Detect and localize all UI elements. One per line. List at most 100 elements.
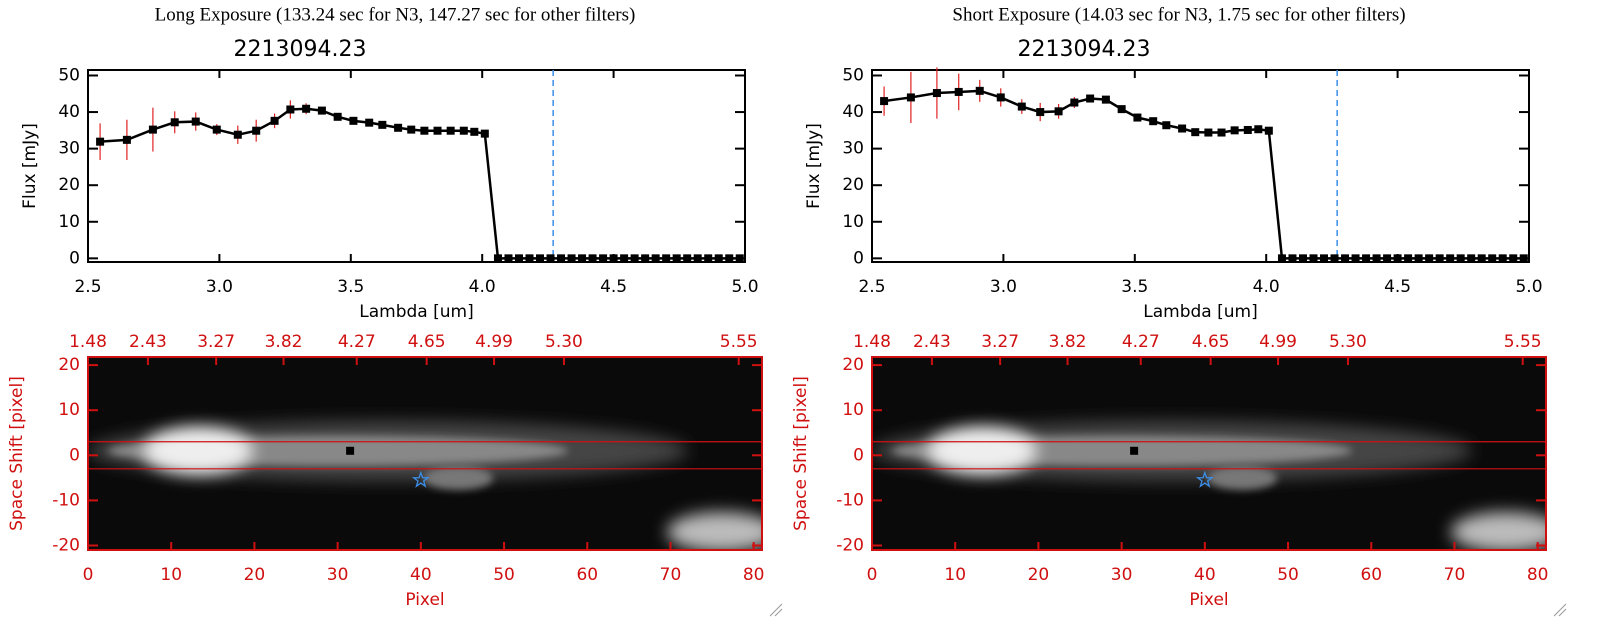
top-tick-label: 4.27 — [1122, 332, 1160, 352]
x-tick-label: 80 — [1527, 565, 1549, 585]
y-tick-label: -10 — [836, 490, 864, 510]
data-point — [1298, 254, 1307, 263]
data-point — [1404, 254, 1413, 263]
data-point — [1178, 124, 1187, 133]
data-point — [546, 254, 555, 263]
x-tick-label: 0 — [83, 565, 94, 585]
image-frame — [87, 356, 763, 551]
data-point — [212, 125, 221, 134]
data-point — [1519, 254, 1528, 263]
data-point — [1017, 102, 1026, 111]
data-point — [1393, 254, 1402, 263]
y-tick-label: 10 — [58, 212, 80, 232]
data-point — [599, 254, 608, 263]
image-area — [88, 357, 762, 550]
y-tick-label: 30 — [842, 139, 864, 159]
image-glow — [667, 511, 762, 550]
star-marker — [1195, 470, 1214, 488]
chart-title: 2213094.23 — [234, 37, 367, 62]
data-point — [735, 254, 744, 263]
image-glow — [143, 426, 253, 475]
image — [872, 357, 1546, 550]
data-point — [1477, 254, 1486, 263]
data-point — [906, 93, 915, 102]
x-tick-label: 4.5 — [600, 277, 627, 297]
x-tick-label: 30 — [1111, 565, 1133, 585]
y-tick-label: 10 — [842, 212, 864, 232]
data-point — [1162, 121, 1171, 130]
image-glow — [1207, 465, 1277, 490]
data-point — [693, 254, 702, 263]
x-tick-label: 70 — [1444, 565, 1466, 585]
x-tick-label: 20 — [244, 565, 266, 585]
data-point — [1509, 254, 1518, 263]
x-tick-label: 80 — [743, 565, 765, 585]
data-point — [714, 254, 723, 263]
data-point — [1117, 105, 1126, 114]
data-point — [433, 126, 442, 135]
data-point — [514, 254, 523, 263]
data-point — [394, 123, 403, 132]
y-tick-label: 0 — [69, 445, 80, 465]
data-point — [1330, 254, 1339, 263]
data-point — [1036, 108, 1045, 117]
data-point — [1498, 254, 1507, 263]
data-point — [1456, 254, 1465, 263]
data-point — [122, 135, 131, 144]
y-axis-label: Flux [mJy] — [804, 123, 824, 209]
data-point — [1243, 125, 1252, 134]
center-marker — [346, 446, 355, 455]
y-tick-label: 40 — [58, 102, 80, 122]
data-point — [1467, 254, 1476, 263]
data-point — [1277, 254, 1286, 263]
x-tick-label: 5.0 — [731, 277, 758, 297]
data-point — [1254, 125, 1263, 134]
y-tick-label: 10 — [58, 400, 80, 420]
data-point — [1435, 254, 1444, 263]
data-point — [704, 254, 713, 263]
data-point — [148, 125, 157, 134]
data-point — [1217, 128, 1226, 137]
data-point — [954, 87, 963, 96]
data-point — [333, 112, 342, 121]
x-tick-label: 3.0 — [990, 277, 1017, 297]
data-point — [1351, 254, 1360, 263]
top-tick-label: 4.65 — [1192, 332, 1230, 352]
data-point — [1425, 254, 1434, 263]
image-glow — [927, 426, 1037, 475]
top-tick-label: 2.43 — [129, 332, 167, 352]
data-point — [557, 254, 566, 263]
data-point — [1488, 254, 1497, 263]
x-axis-label: Lambda [um] — [1143, 302, 1257, 322]
image — [88, 357, 762, 550]
x-tick-label: 0 — [867, 565, 878, 585]
x-axis-label: Pixel — [405, 590, 444, 610]
x-tick-label: 70 — [660, 565, 682, 585]
data-point — [567, 254, 576, 263]
image-glow — [423, 465, 493, 490]
plot-frame — [871, 69, 1530, 263]
data-point — [378, 120, 387, 129]
data-point — [191, 117, 200, 126]
y-tick-label: 0 — [853, 445, 864, 465]
data-point — [480, 129, 489, 138]
top-tick-label: 5.55 — [720, 332, 758, 352]
x-tick-label: 50 — [1277, 565, 1299, 585]
x-tick-label: 3.5 — [337, 277, 364, 297]
top-tick-label: 3.82 — [1049, 332, 1087, 352]
top-tick-label: 3.27 — [981, 332, 1019, 352]
x-tick-label: 60 — [576, 565, 598, 585]
data-point — [470, 127, 479, 136]
image-area — [872, 357, 1546, 550]
data-point — [1383, 254, 1392, 263]
top-tick-label: 3.27 — [197, 332, 235, 352]
x-tick-label: 4.5 — [1384, 277, 1411, 297]
data-point — [1070, 98, 1079, 107]
y-tick-label: 10 — [842, 400, 864, 420]
y-tick-label: 40 — [842, 102, 864, 122]
x-tick-label: 4.0 — [1253, 277, 1280, 297]
y-tick-label: 20 — [842, 175, 864, 195]
top-tick-label: 4.99 — [475, 332, 513, 352]
